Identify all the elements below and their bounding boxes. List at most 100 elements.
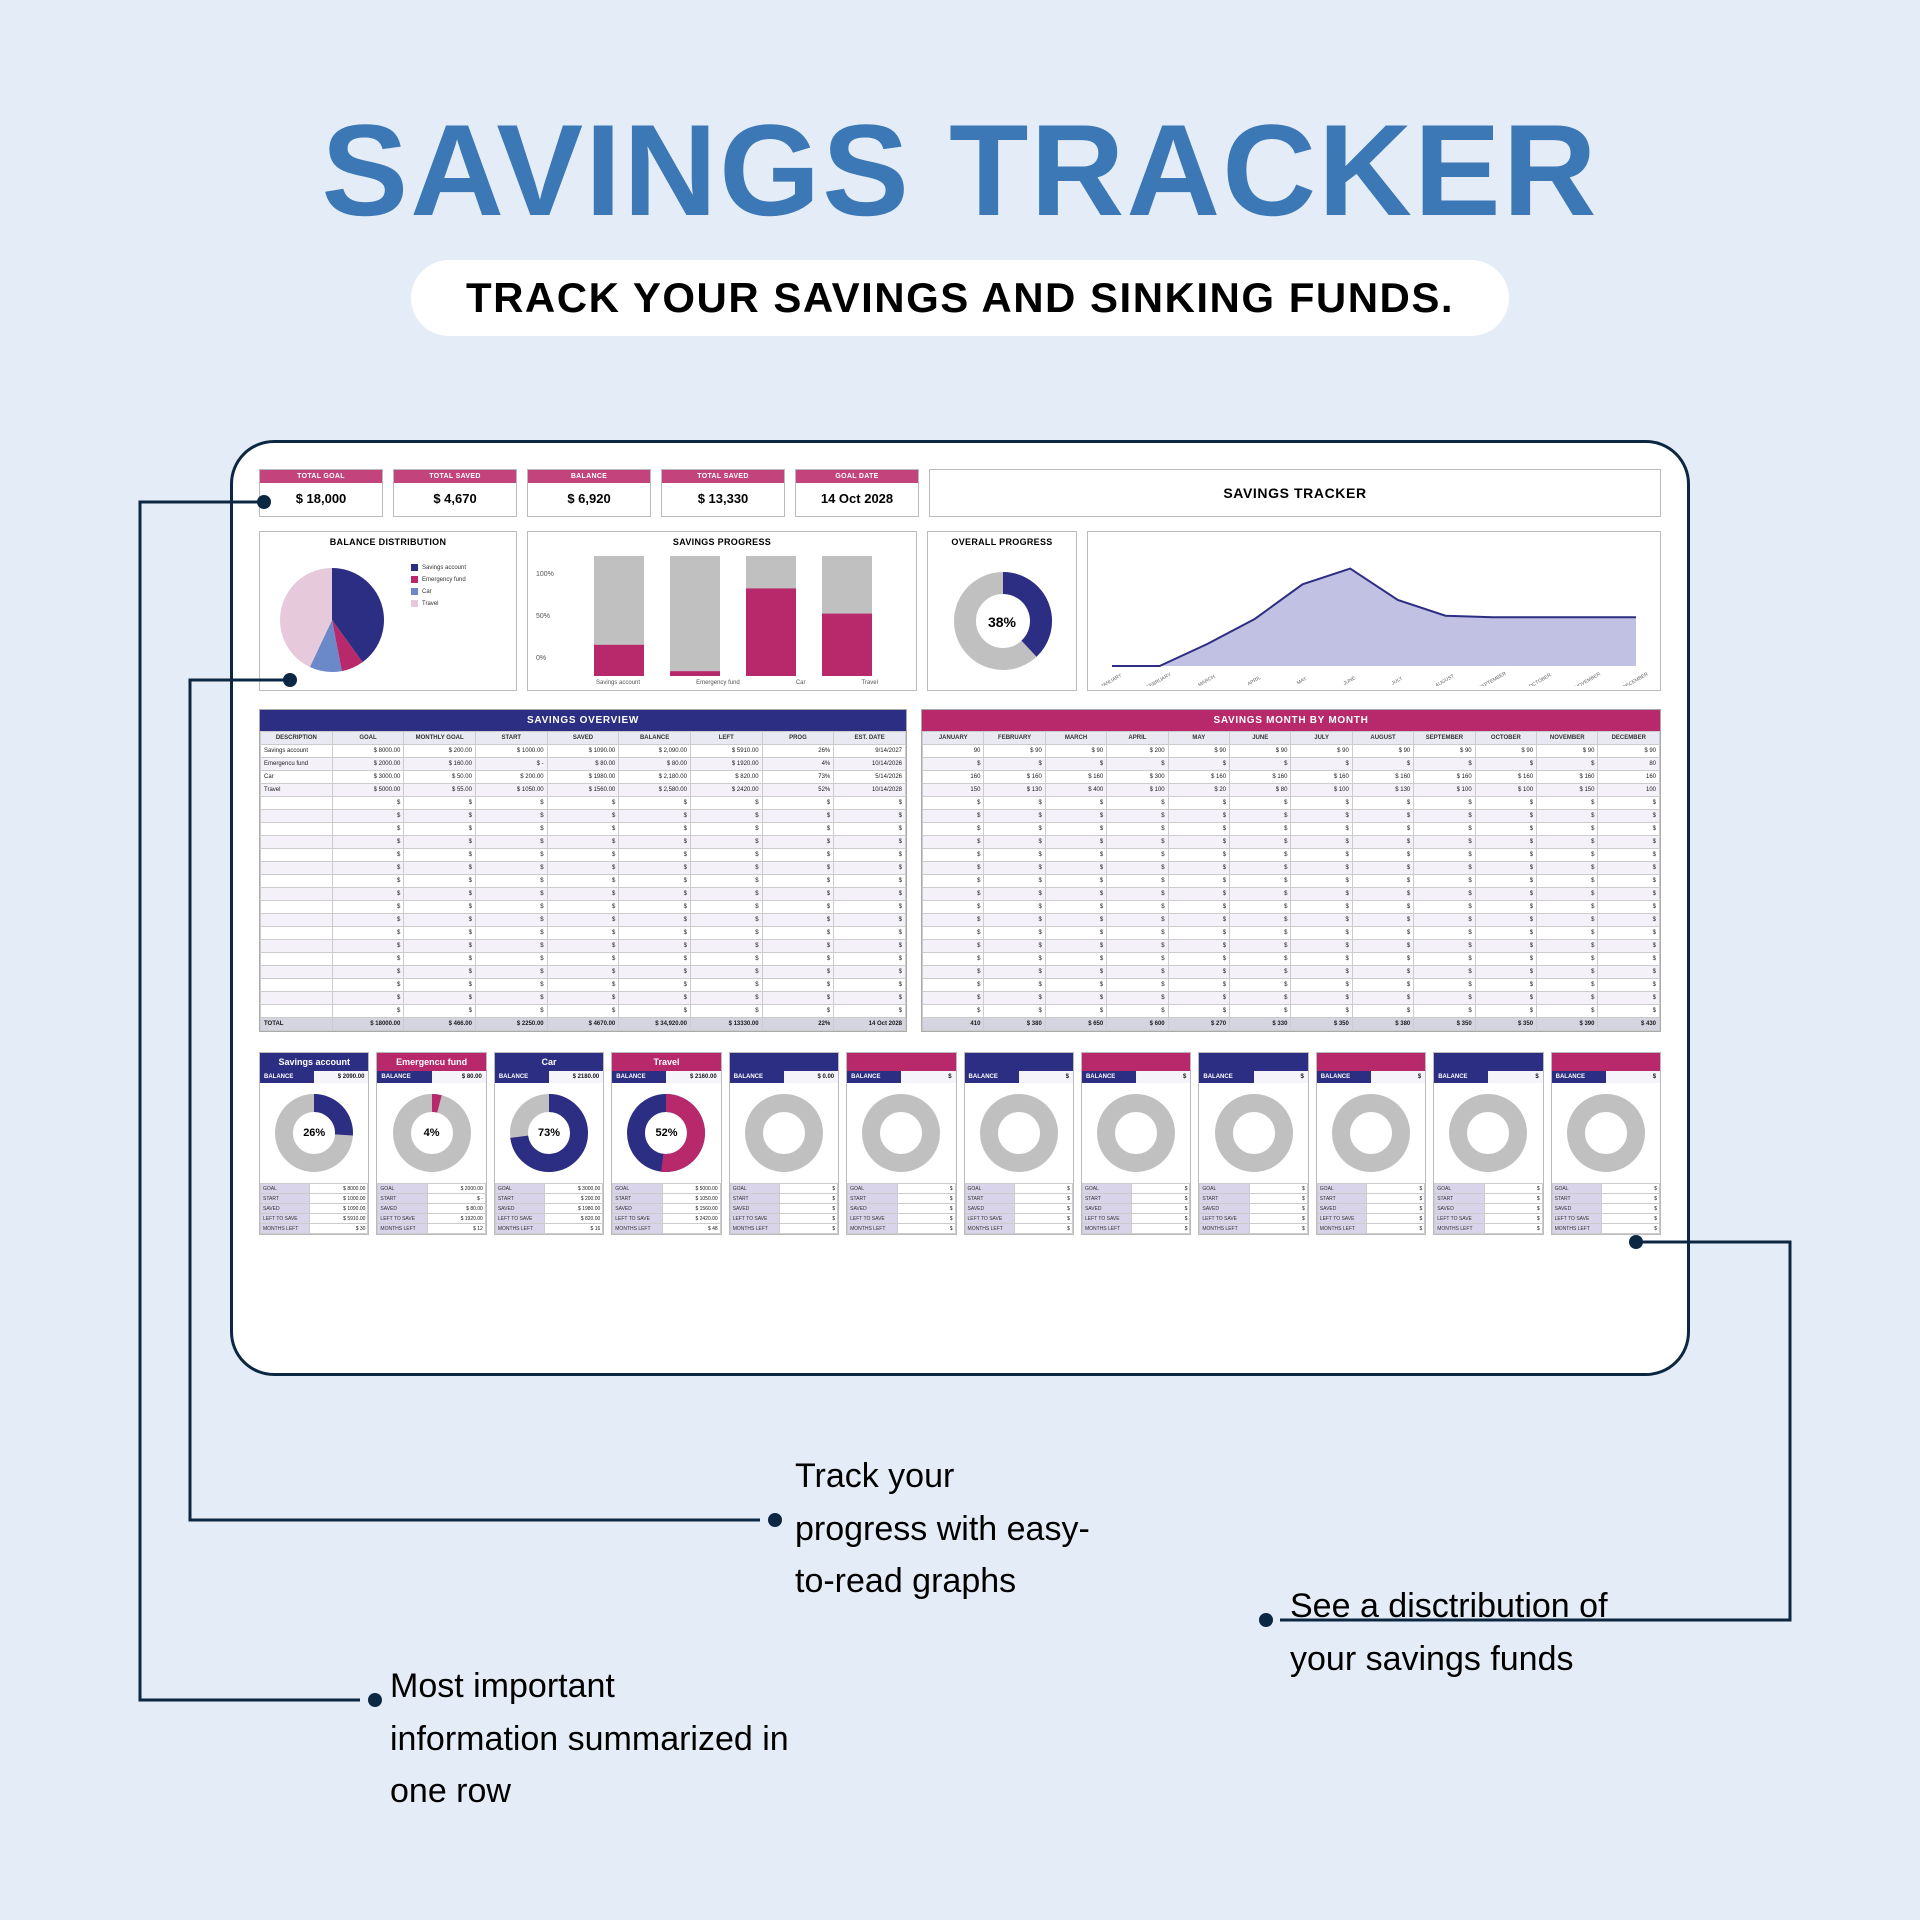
legend-item: Emergency fund — [400, 574, 466, 586]
fund-cards-row: Savings account BALANCE $ 2090.00 26% GO… — [259, 1052, 1661, 1235]
stat-value: $ 18,000 — [260, 483, 382, 516]
stat-label: TOTAL SAVED — [394, 470, 516, 483]
balance-label: BALANCE — [260, 1071, 314, 1083]
fund-detail-table: GOAL$ 5000.00START$ 1050.00SAVED$ 1560.0… — [612, 1183, 720, 1234]
fund-donut — [1082, 1083, 1190, 1183]
stat-box: BALANCE $ 6,920 — [527, 469, 651, 517]
fund-detail-table: GOAL$START$SAVED$LEFT TO SAVE$MONTHS LEF… — [847, 1183, 955, 1234]
fund-detail-table: GOAL$START$SAVED$LEFT TO SAVE$MONTHS LEF… — [1552, 1183, 1660, 1234]
balance-label: BALANCE — [1199, 1071, 1253, 1083]
balance-value: $ 0.00 — [784, 1071, 838, 1083]
stat-label: BALANCE — [528, 470, 650, 483]
fund-card: BALANCE $ GOAL$START$SAVED$LEFT TO SAVE$… — [1433, 1052, 1543, 1235]
overview-title: SAVINGS OVERVIEW — [260, 710, 906, 731]
stat-label: GOAL DATE — [796, 470, 918, 483]
balance-label: BALANCE — [612, 1071, 666, 1083]
legend-item: Travel — [400, 598, 466, 610]
fund-detail-table: GOAL$START$SAVED$LEFT TO SAVE$MONTHS LEF… — [1199, 1183, 1307, 1234]
savings-progress-chart: SAVINGS PROGRESS 100%50%0% Savings accou… — [527, 531, 917, 691]
balance-label: BALANCE — [965, 1071, 1019, 1083]
svg-text:JULY: JULY — [1391, 675, 1405, 686]
balance-value: $ — [1019, 1071, 1073, 1083]
fund-card: Car BALANCE $ 2180.00 73% GOAL$ 3000.00S… — [494, 1052, 604, 1235]
stat-value: $ 4,670 — [394, 483, 516, 516]
fund-donut — [1199, 1083, 1307, 1183]
callout-dist: See a disctribution of your savings fund… — [1290, 1580, 1650, 1685]
fund-donut — [1317, 1083, 1425, 1183]
fund-card-title — [1199, 1053, 1307, 1071]
balance-distribution-title: BALANCE DISTRIBUTION — [260, 537, 516, 547]
month-by-month-table: SAVINGS MONTH BY MONTH JANUARYFEBRUARYMA… — [921, 709, 1661, 1032]
svg-text:SEPTEMBER: SEPTEMBER — [1478, 671, 1508, 686]
page-title: SAVINGS TRACKER — [0, 0, 1920, 245]
overall-progress-chart: OVERALL PROGRESS 38% — [927, 531, 1077, 691]
svg-text:FEBRUARY: FEBRUARY — [1146, 671, 1173, 686]
tracker-title: SAVINGS TRACKER — [929, 469, 1661, 517]
fund-donut: 4% — [377, 1083, 485, 1183]
balance-label: BALANCE — [495, 1071, 549, 1083]
fund-card-title — [1552, 1053, 1660, 1071]
fund-detail-table: GOAL$START$SAVED$LEFT TO SAVE$MONTHS LEF… — [1082, 1183, 1190, 1234]
svg-text:DECEMBER: DECEMBER — [1622, 671, 1650, 686]
fund-donut: 52% — [612, 1083, 720, 1183]
tracker-area-chart: JANUARYFEBRUARYMARCHAPRILMAYJUNEJULYAUGU… — [1087, 531, 1661, 691]
bar-y-axis: 100%50%0% — [536, 554, 554, 680]
callout-graphs: Track your progress with easy-to-read gr… — [795, 1450, 1095, 1608]
svg-text:OCTOBER: OCTOBER — [1528, 672, 1553, 686]
balance-value: $ 2180.00 — [549, 1071, 603, 1083]
svg-text:MAY: MAY — [1296, 676, 1309, 686]
balance-value: $ — [1606, 1071, 1660, 1083]
fund-donut — [847, 1083, 955, 1183]
balance-value: $ 2160.00 — [666, 1071, 720, 1083]
svg-text:MARCH: MARCH — [1197, 674, 1216, 686]
fund-card-title — [730, 1053, 838, 1071]
fund-card: BALANCE $ GOAL$START$SAVED$LEFT TO SAVE$… — [964, 1052, 1074, 1235]
fund-detail-table: GOAL$START$SAVED$LEFT TO SAVE$MONTHS LEF… — [965, 1183, 1073, 1234]
stat-label: TOTAL SAVED — [662, 470, 784, 483]
balance-value: $ — [1136, 1071, 1190, 1083]
stat-row: TOTAL GOAL $ 18,000TOTAL SAVED $ 4,670BA… — [259, 469, 1661, 517]
stat-value: 14 Oct 2028 — [796, 483, 918, 516]
svg-text:NOVEMBER: NOVEMBER — [1574, 671, 1602, 686]
stat-box: TOTAL GOAL $ 18,000 — [259, 469, 383, 517]
fund-card-title: Emergencu fund — [377, 1053, 485, 1071]
fund-card-title — [847, 1053, 955, 1071]
fund-detail-table: GOAL$START$SAVED$LEFT TO SAVE$MONTHS LEF… — [1434, 1183, 1542, 1234]
balance-value: $ — [901, 1071, 955, 1083]
stat-box: TOTAL SAVED $ 13,330 — [661, 469, 785, 517]
savings-progress-title: SAVINGS PROGRESS — [528, 537, 916, 547]
fund-donut — [965, 1083, 1073, 1183]
bar-x-axis: Savings accountEmergency fundCarTravel — [568, 680, 906, 686]
tables-row: SAVINGS OVERVIEW DESCRIPTIONGOALMONTHLY … — [259, 709, 1661, 1032]
fund-card: BALANCE $ GOAL$START$SAVED$LEFT TO SAVE$… — [1316, 1052, 1426, 1235]
balance-label: BALANCE — [1434, 1071, 1488, 1083]
fund-pct: 52% — [655, 1127, 677, 1139]
fund-detail-table: GOAL$START$SAVED$LEFT TO SAVE$MONTHS LEF… — [1317, 1183, 1425, 1234]
balance-value: $ — [1371, 1071, 1425, 1083]
balance-label: BALANCE — [1082, 1071, 1136, 1083]
fund-card-title: Travel — [612, 1053, 720, 1071]
legend-item: Car — [400, 586, 466, 598]
svg-text:JANUARY: JANUARY — [1100, 672, 1124, 686]
stat-value: $ 13,330 — [662, 483, 784, 516]
fund-card: Emergencu fund BALANCE $ 80.00 4% GOAL$ … — [376, 1052, 486, 1235]
fund-detail-table: GOAL$ 8000.00START$ 1000.00SAVED$ 1090.0… — [260, 1183, 368, 1234]
fund-donut — [1552, 1083, 1660, 1183]
balance-distribution-chart: BALANCE DISTRIBUTION Savings accountEmer… — [259, 531, 517, 691]
svg-text:APRIL: APRIL — [1247, 675, 1263, 686]
fund-donut — [1434, 1083, 1542, 1183]
balance-value: $ 2090.00 — [314, 1071, 368, 1083]
fund-pct: 26% — [303, 1127, 325, 1139]
fund-donut — [730, 1083, 838, 1183]
balance-value: $ — [1488, 1071, 1542, 1083]
dashboard-panel: TOTAL GOAL $ 18,000TOTAL SAVED $ 4,670BA… — [230, 440, 1690, 1376]
monthly-title: SAVINGS MONTH BY MONTH — [922, 710, 1660, 731]
fund-card: BALANCE $ GOAL$START$SAVED$LEFT TO SAVE$… — [1198, 1052, 1308, 1235]
stat-box: TOTAL SAVED $ 4,670 — [393, 469, 517, 517]
fund-card-title — [1082, 1053, 1190, 1071]
fund-card-title — [965, 1053, 1073, 1071]
fund-card: Savings account BALANCE $ 2090.00 26% GO… — [259, 1052, 369, 1235]
balance-label: BALANCE — [730, 1071, 784, 1083]
fund-card-title: Savings account — [260, 1053, 368, 1071]
stat-value: $ 6,920 — [528, 483, 650, 516]
